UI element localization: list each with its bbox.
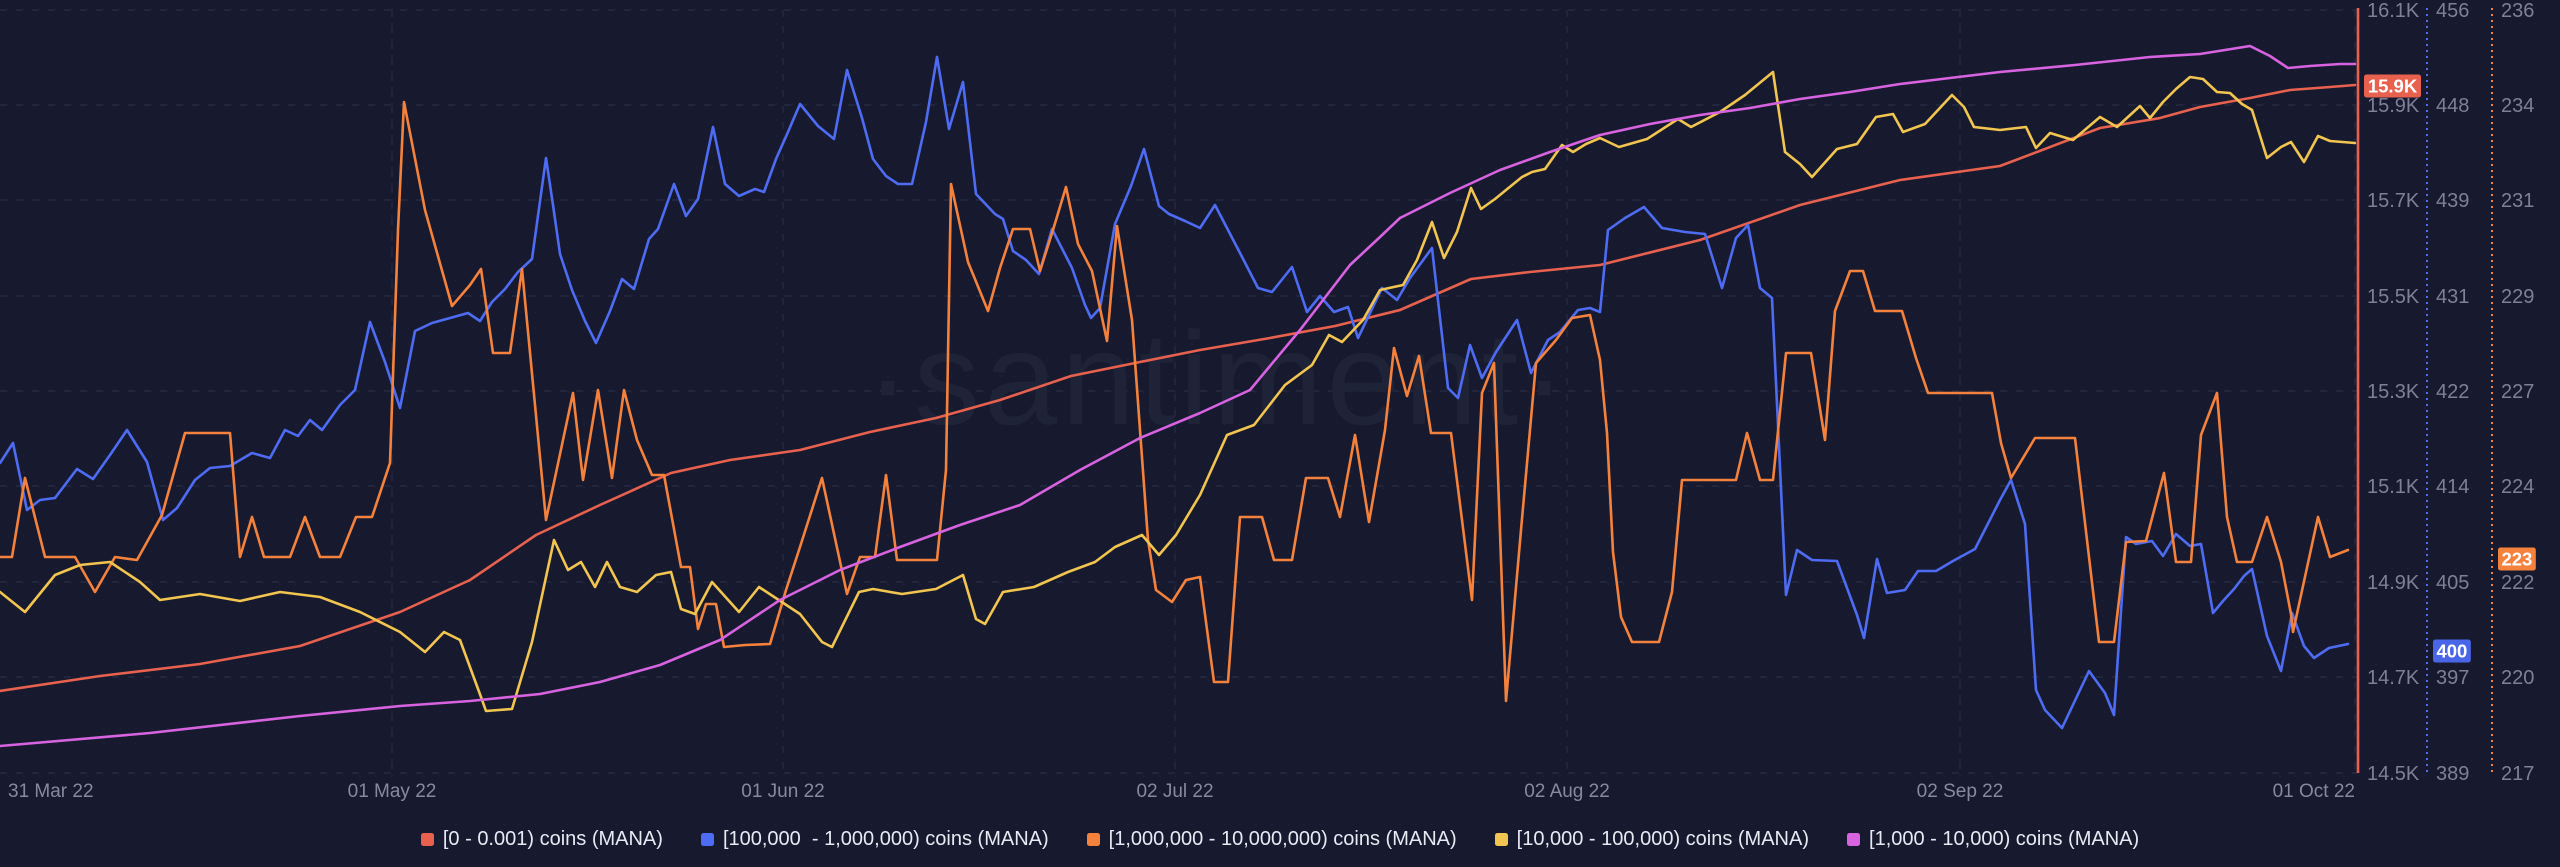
legend-label: [100,000 - 1,000,000) coins (MANA)	[722, 828, 1049, 850]
axis-tick-label: 439	[2436, 190, 2469, 212]
legend-item-0[interactable]: [0 - 0.001) coins (MANA)	[420, 828, 663, 851]
axis-tick-label: 15.1K	[2367, 476, 2420, 498]
legend: [0 - 0.001) coins (MANA) [100,000 - 1,000…	[0, 828, 2560, 851]
current-value-badge	[2498, 547, 2536, 571]
axis-tick-label: 422	[2436, 381, 2469, 403]
legend-label: [1,000,000 - 10,000,000) coins (MANA)	[1108, 828, 1457, 850]
legend-item-2[interactable]: [1,000,000 - 10,000,000) coins (MANA)	[1086, 828, 1457, 851]
legend-swatch-icon	[700, 833, 714, 846]
x-axis-label: 02 Aug 22	[1524, 781, 1610, 802]
axis-tick-label: 456	[2436, 0, 2469, 22]
series-line-0[interactable]	[0, 83, 2357, 693]
axis-tick-label: 405	[2436, 572, 2469, 594]
axis-tick-label: 231	[2501, 190, 2534, 212]
legend-label: [1,000 - 10,000) coins (MANA)	[1869, 828, 2140, 850]
axis-tick-label: 15.9K	[2367, 95, 2420, 117]
x-axis-label: 02 Jul 22	[1136, 781, 1213, 802]
axis-tick-label: 217	[2501, 763, 2534, 785]
axis-tick-label: 14.7K	[2367, 667, 2420, 689]
axis-tick-label: 15.3K	[2367, 381, 2420, 403]
legend-swatch-icon	[420, 833, 434, 846]
x-axis-label: 01 Jun 22	[741, 781, 824, 802]
axis-tick-label: 14.9K	[2367, 572, 2420, 594]
axis-tick-label: 14.5K	[2367, 763, 2420, 785]
x-axis-label: 01 May 22	[348, 781, 437, 802]
axis-tick-label: 16.1K	[2367, 0, 2420, 22]
series-line-2[interactable]	[0, 100, 2350, 703]
current-value-badge	[2364, 74, 2421, 98]
axis-tick-label: 222	[2501, 572, 2534, 594]
current-value-badge-text: 15.9K	[2368, 76, 2418, 97]
axis-tick-label: 448	[2436, 95, 2469, 117]
x-axis-label: 02 Sep 22	[1917, 781, 2004, 802]
legend-swatch-icon	[1086, 833, 1100, 846]
santiment-watermark: ·santiment·	[866, 305, 1570, 452]
axis-tick-label: 414	[2436, 476, 2469, 498]
legend-item-4[interactable]: [1,000 - 10,000) coins (MANA)	[1847, 828, 2139, 851]
legend-swatch-icon	[1494, 833, 1508, 846]
legend-label: [10,000 - 100,000) coins (MANA)	[1516, 828, 1810, 850]
legend-item-3[interactable]: [10,000 - 100,000) coins (MANA)	[1494, 828, 1810, 851]
axis-holders-1m-10m: 236 234 231 229 227 224 222 220 217 223	[2491, 0, 2536, 785]
axis-tick-label: 15.7K	[2367, 190, 2420, 212]
series-line-4[interactable]	[0, 44, 2357, 748]
axis-tick-label: 227	[2501, 381, 2534, 403]
legend-label: [0 - 0.001) coins (MANA)	[442, 828, 663, 850]
axis-tick-label: 224	[2501, 476, 2534, 498]
x-axis-label: 01 Oct 22	[2273, 781, 2355, 802]
current-value-badge-text: 223	[2501, 549, 2532, 570]
series-line-3[interactable]	[0, 70, 2357, 713]
axis-tick-label: 397	[2436, 667, 2469, 689]
axis-tick-label: 220	[2501, 667, 2534, 689]
axis-tick-label: 234	[2501, 95, 2534, 117]
axis-tick-label: 15.5K	[2367, 286, 2420, 308]
x-axis: 31 Mar 22 01 May 22 01 Jun 22 02 Jul 22 02 A…	[8, 781, 2355, 802]
current-value-badge-text: 400	[2436, 641, 2467, 662]
axis-holders-100k-1m: 456 448 439 431 422 414 405 397 389 400	[2426, 0, 2471, 785]
axis-tick-label: 431	[2436, 286, 2469, 308]
x-axis-label: 31 Mar 22	[8, 781, 94, 802]
current-value-badge	[2433, 639, 2471, 663]
legend-item-1[interactable]: [100,000 - 1,000,000) coins (MANA)	[700, 828, 1049, 851]
axis-tick-label: 389	[2436, 763, 2469, 785]
axis-tick-label: 236	[2501, 0, 2534, 22]
legend-swatch-icon	[1847, 833, 1861, 846]
axis-tick-label: 229	[2501, 286, 2534, 308]
axis-holders-0-0.001: 16.1K 15.9K 15.7K 15.5K 15.3K 15.1K 14.9K 14.7K…	[2356, 0, 2421, 785]
series-line-1[interactable]	[0, 55, 2350, 730]
